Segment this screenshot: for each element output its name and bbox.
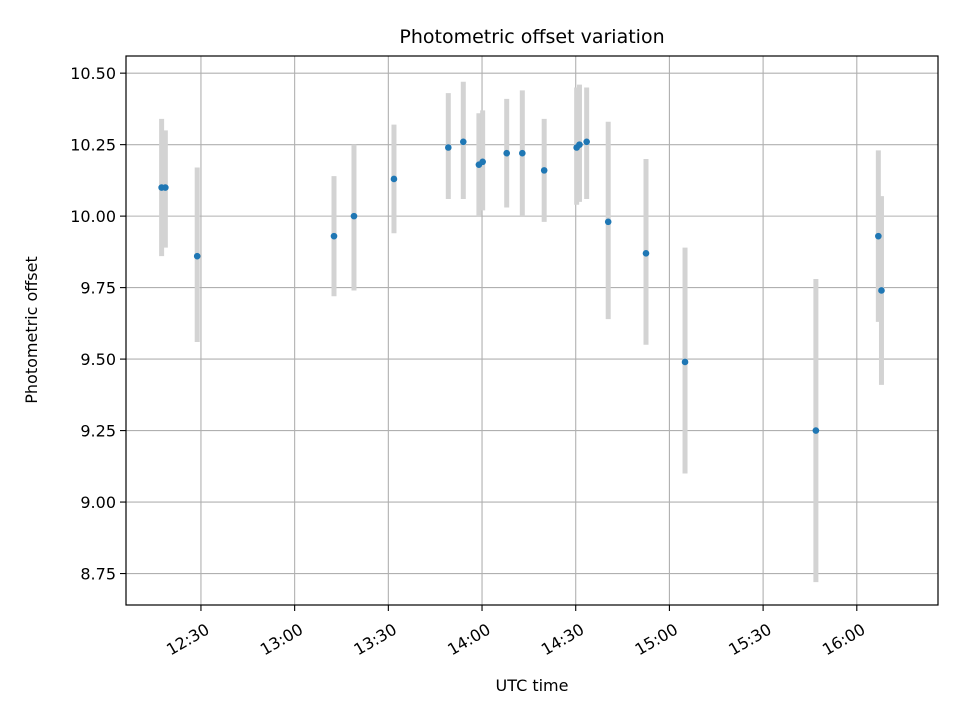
data-point [519,149,526,157]
y-tick-label: 10.25 [70,136,116,155]
data-point [162,184,169,191]
data-point [681,358,689,366]
data-point [503,149,511,157]
data-point [878,287,885,294]
data-point [445,144,452,151]
x-axis-label: UTC time [496,676,569,695]
data-point [479,158,486,166]
y-tick-label: 10.50 [70,64,116,83]
data-point [350,212,358,220]
y-tick-label: 8.75 [80,565,116,584]
data-point [390,175,398,183]
chart-title: Photometric offset variation [399,26,664,48]
data-point [604,218,612,226]
grid-lines [126,56,938,605]
y-tick-label: 9.75 [80,279,116,298]
data-point [875,232,882,240]
data-point [642,249,650,257]
data-point [583,138,590,146]
data-point [576,141,583,148]
y-tick-label: 9.00 [80,493,116,512]
data-points [158,138,885,434]
y-tick-label: 10.00 [70,207,116,226]
data-point [540,167,548,174]
data-point [812,427,820,434]
data-point [193,252,201,260]
y-axis-ticks: 8.75 9.00 9.25 9.50 9.75 10.00 10.25 10.50 [70,64,126,584]
y-tick-label: 9.50 [80,350,116,369]
y-tick-label: 9.25 [80,422,116,441]
data-point [459,138,467,146]
y-axis-label: Photometric offset [22,256,41,404]
data-point [330,232,338,240]
plot-area-frame [125,55,939,606]
